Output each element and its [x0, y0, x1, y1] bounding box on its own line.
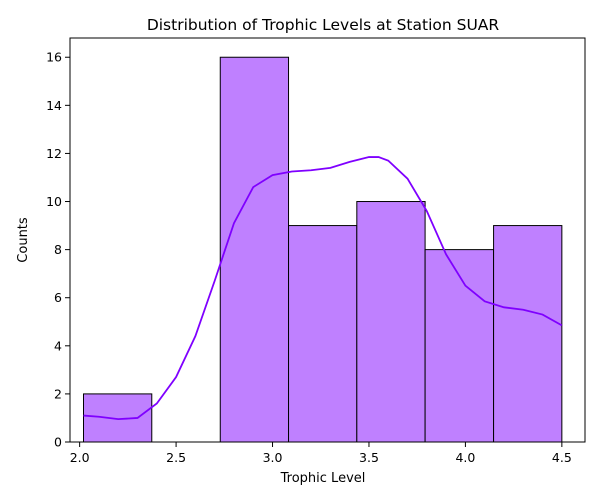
y-axis-ticks: 0 2 4 6 8 10 12 14 16: [46, 50, 70, 450]
y-tick-label-1: 2: [54, 386, 62, 401]
y-tick-label-0: 0: [54, 435, 62, 450]
histogram-bar-4: [356, 201, 426, 443]
y-tick-label-2: 4: [54, 338, 62, 353]
histogram-bar-0: [83, 393, 153, 443]
y-tick-label-6: 12: [46, 146, 62, 161]
y-tick-label-8: 16: [46, 50, 62, 65]
histogram-bar-3: [288, 225, 358, 443]
x-axis-label: Trophic Level: [280, 471, 366, 486]
y-tick-label-7: 14: [46, 98, 62, 113]
x-tick-label-2: 3.0: [263, 450, 283, 465]
x-tick-label-3: 3.5: [359, 450, 379, 465]
chart-title: Distribution of Trophic Levels at Statio…: [147, 16, 500, 34]
histogram-bar-5: [424, 249, 495, 443]
x-tick-label-5: 4.5: [552, 450, 572, 465]
x-tick-label-0: 2.0: [70, 450, 90, 465]
y-tick-label-4: 8: [54, 242, 62, 257]
histogram-bars: [83, 56, 563, 443]
x-axis-ticks: 2.0 2.5 3.0 3.5 4.0 4.5: [70, 442, 572, 465]
plot-frame: [69, 37, 586, 443]
y-axis-label: Counts: [16, 217, 31, 263]
histogram-bar-6: [493, 225, 563, 443]
x-tick-label-1: 2.5: [166, 450, 186, 465]
histogram-bar-2: [219, 56, 290, 443]
x-tick-label-4: 4.0: [455, 450, 475, 465]
kde-curve: [83, 156, 563, 421]
y-tick-label-5: 10: [46, 194, 62, 209]
y-tick-label-3: 6: [54, 290, 62, 305]
